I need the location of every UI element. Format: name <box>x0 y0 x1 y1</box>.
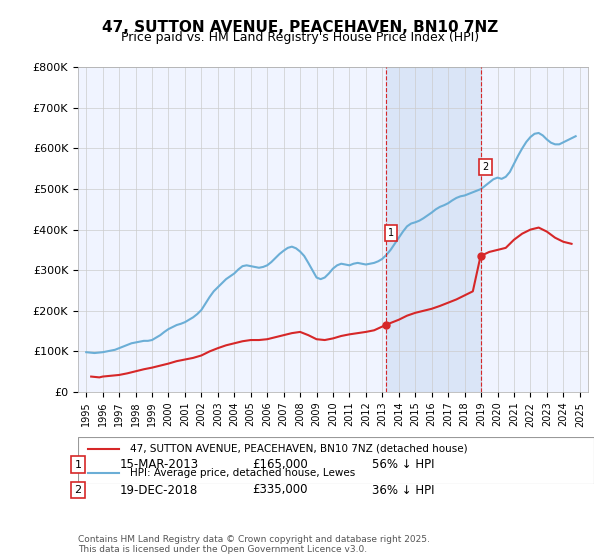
Text: 47, SUTTON AVENUE, PEACEHAVEN, BN10 7NZ (detached house): 47, SUTTON AVENUE, PEACEHAVEN, BN10 7NZ … <box>130 444 467 454</box>
Text: 1: 1 <box>74 460 82 470</box>
Text: 19-DEC-2018: 19-DEC-2018 <box>120 483 198 497</box>
Text: 47, SUTTON AVENUE, PEACEHAVEN, BN10 7NZ: 47, SUTTON AVENUE, PEACEHAVEN, BN10 7NZ <box>102 20 498 35</box>
Text: £165,000: £165,000 <box>252 458 308 472</box>
Text: HPI: Average price, detached house, Lewes: HPI: Average price, detached house, Lewe… <box>130 468 355 478</box>
Bar <box>386 67 481 392</box>
Text: Price paid vs. HM Land Registry's House Price Index (HPI): Price paid vs. HM Land Registry's House … <box>121 31 479 44</box>
Text: 1: 1 <box>388 228 394 238</box>
Text: 36% ↓ HPI: 36% ↓ HPI <box>372 483 434 497</box>
Text: 56% ↓ HPI: 56% ↓ HPI <box>372 458 434 472</box>
FancyBboxPatch shape <box>78 437 594 484</box>
Text: 15-MAR-2013: 15-MAR-2013 <box>120 458 199 472</box>
Text: 2: 2 <box>74 485 82 495</box>
Text: 2: 2 <box>482 162 488 172</box>
Text: £335,000: £335,000 <box>252 483 308 497</box>
Text: Contains HM Land Registry data © Crown copyright and database right 2025.
This d: Contains HM Land Registry data © Crown c… <box>78 535 430 554</box>
